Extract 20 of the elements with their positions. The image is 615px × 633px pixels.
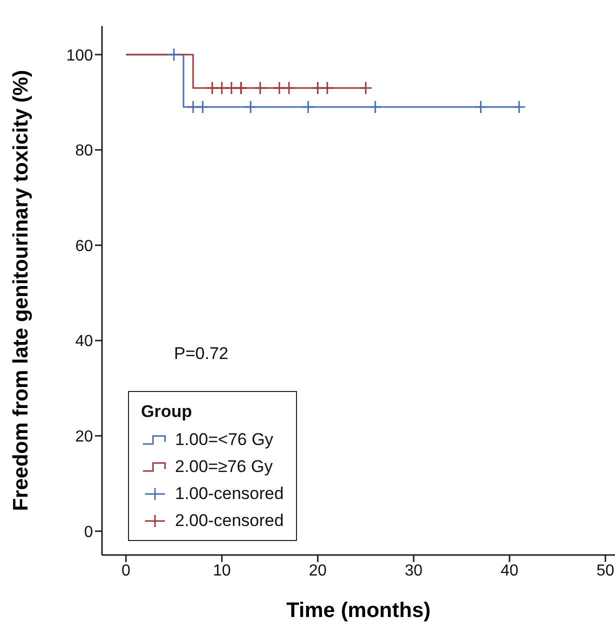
x-tick-label: 40 [500, 562, 519, 580]
x-tick-label: 10 [212, 562, 231, 580]
x-tick-label: 0 [122, 562, 131, 580]
x-tick-label: 50 [596, 562, 614, 580]
legend-label: 2.00=≥76 Gy [175, 456, 273, 478]
y-tick-label: 40 [75, 333, 94, 350]
x-tick-label: 30 [404, 562, 423, 580]
legend-title: Group [141, 402, 193, 422]
x-axis-title: Time (months) [286, 599, 431, 622]
y-axis-title: Freedom from late genitourinary toxicity (%) [9, 70, 32, 512]
y-tick-label: 100 [66, 47, 94, 64]
x-tick-label: 20 [308, 562, 327, 580]
y-tick-label: 60 [75, 238, 94, 255]
legend-label: 1.00-censored [175, 483, 284, 505]
y-tick-label: 80 [75, 142, 94, 160]
annotation: P=0.72 [174, 344, 228, 364]
y-tick-label: 0 [84, 524, 94, 541]
legend-label: 2.00-censored [175, 510, 284, 532]
legend-label: 1.00=<76 Gy [175, 429, 274, 451]
y-tick-label: 20 [75, 428, 94, 446]
